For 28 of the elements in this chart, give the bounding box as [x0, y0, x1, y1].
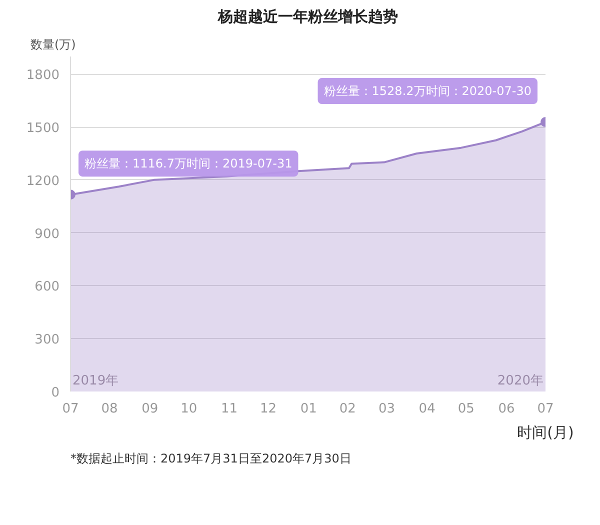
y-axis-title: 数量(万) — [30, 38, 76, 52]
x-tick-label: 10 — [180, 402, 198, 416]
x-tick-label: 02 — [339, 402, 356, 416]
y-tick-label: 1500 — [26, 121, 60, 136]
annotation: 2019年 — [72, 374, 119, 388]
x-tick-label: 07 — [537, 402, 554, 416]
y-tick-label: 1800 — [26, 68, 60, 84]
x-tick-label: 09 — [142, 402, 158, 416]
x-axis-title: 时间(月) — [517, 424, 574, 442]
text: *数据起止时间：2019年7月31日至2020年7月30日 — [70, 452, 352, 466]
x-tick-label: 03 — [378, 402, 396, 416]
annotation: 2020年 — [497, 374, 544, 388]
annotation: 粉丝量：1116.7万时间：2019-07-31 — [84, 156, 292, 171]
x-tick-label: 01 — [300, 402, 317, 416]
x-tick-label: 07 — [62, 402, 79, 416]
y-tick-label: 1200 — [26, 174, 60, 189]
x-tick-label: 06 — [498, 402, 515, 416]
x-tick-label: 11 — [220, 402, 238, 416]
x-tick-label: 08 — [101, 402, 118, 416]
y-tick-label: 600 — [34, 280, 60, 295]
y-tick-label: 300 — [34, 332, 60, 348]
x-tick-label: 04 — [418, 402, 436, 416]
x-tick-label: 05 — [458, 402, 474, 416]
chart-title: 杨超越近一年粉丝增长趋势 — [217, 8, 398, 26]
y-tick-label: 0 — [51, 386, 60, 400]
annotation: 粉丝量：1528.2万时间：2020-07-30 — [324, 84, 532, 98]
y-tick-label: 900 — [34, 226, 60, 242]
x-tick-label: 12 — [260, 402, 277, 416]
